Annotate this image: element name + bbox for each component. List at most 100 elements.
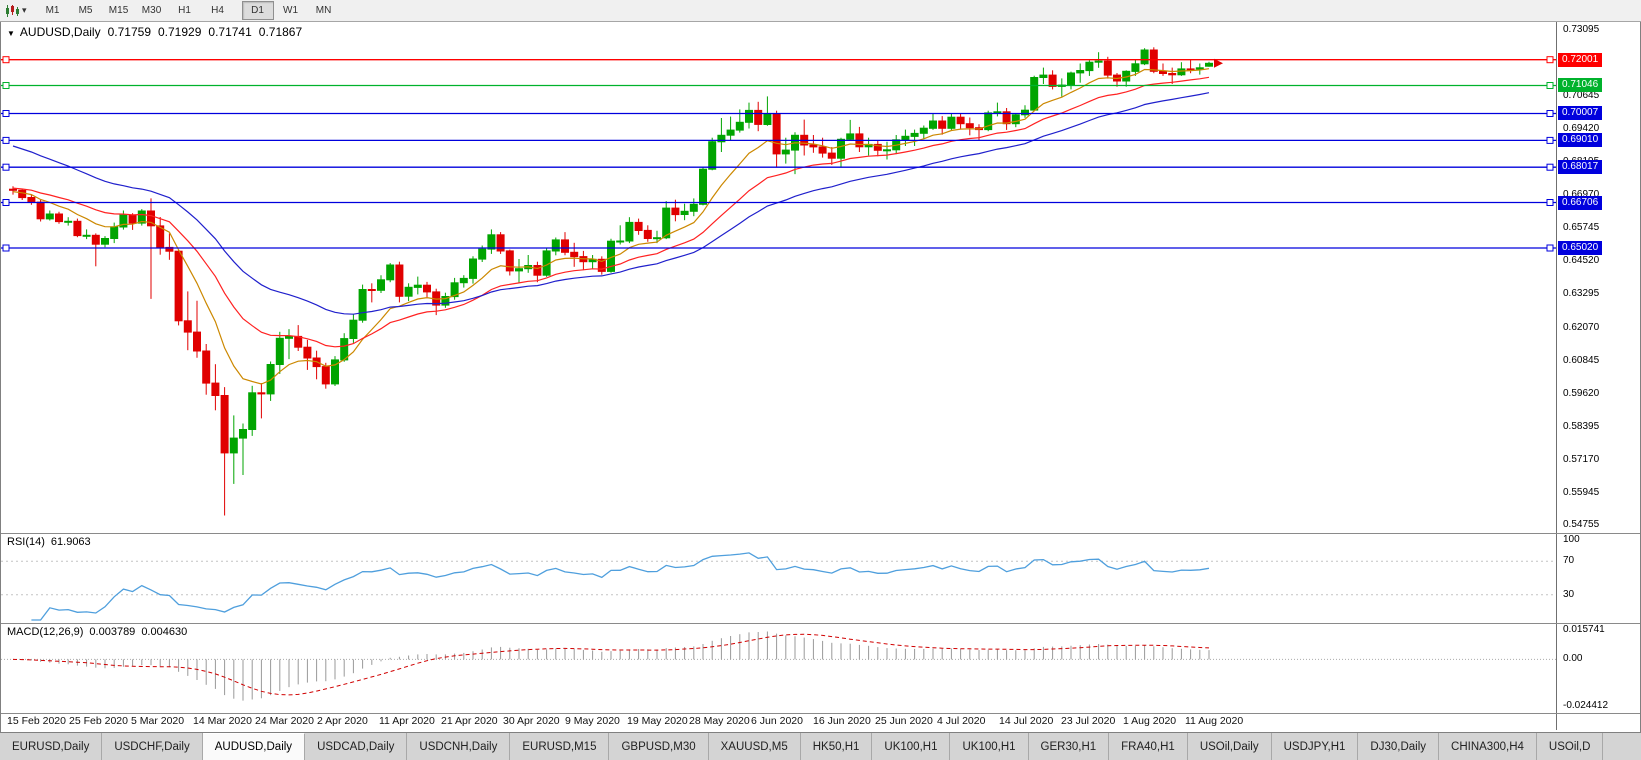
date-label: 30 Apr 2020 [503, 715, 560, 727]
rsi-label: RSI(14) 61.9063 [7, 536, 91, 548]
price-line-badge[interactable]: 0.68017 [1558, 160, 1603, 175]
timeframe-button-w1[interactable]: W1 [283, 5, 299, 16]
date-label: 14 Jul 2020 [999, 715, 1054, 727]
chart-symbol: AUDUSD,Daily [19, 25, 101, 39]
chart-tab-eurusd-m15[interactable]: EURUSD,M15 [510, 733, 610, 760]
price-line-badge[interactable]: 0.69010 [1558, 133, 1603, 148]
rsi-name: RSI(14) [7, 536, 45, 548]
chart-tab-dj30-daily[interactable]: DJ30,Daily [1358, 733, 1440, 760]
ohlc-open: 0.71759 [107, 25, 151, 39]
dropdown-icon[interactable]: ▾ [22, 5, 27, 15]
price-line-badge[interactable]: 0.70007 [1558, 106, 1603, 121]
macd-scale[interactable]: 0.015741 0.00 -0.024412 [1556, 624, 1640, 713]
rsi-tick: 100 [1563, 534, 1580, 545]
price-tick: 0.55945 [1563, 486, 1600, 498]
timeframe-button-m30[interactable]: M30 [141, 5, 162, 16]
ohlc-high: 0.71929 [158, 25, 202, 39]
date-label: 16 Jun 2020 [813, 715, 871, 727]
chart-tab-china300-h4[interactable]: CHINA300,H4 [1439, 733, 1537, 760]
price-tick: 0.60845 [1563, 354, 1600, 366]
chart-tab-xauusd-m5[interactable]: XAUUSD,M5 [708, 733, 801, 760]
date-label: 11 Aug 2020 [1185, 715, 1244, 727]
rsi-plot[interactable]: RSI(14) 61.9063 [1, 534, 1556, 623]
chart-tab-uk100-h1[interactable]: UK100,H1 [872, 733, 951, 760]
axis-corner [1556, 714, 1640, 730]
price-scale[interactable]: 0.730950.718700.706450.694200.681950.669… [1556, 22, 1640, 533]
date-label: 25 Feb 2020 [69, 715, 128, 727]
timeframe-button-m15[interactable]: M15 [108, 5, 129, 16]
chart-tab-eurusd-daily[interactable]: EURUSD,Daily [0, 733, 103, 760]
timeframe-button-m5[interactable]: M5 [78, 5, 93, 16]
macd-histogram-chart[interactable] [1, 624, 1556, 713]
ohlc-low: 0.71741 [208, 25, 252, 39]
timeframe-button-h1[interactable]: H1 [178, 5, 191, 16]
chart-tab-usoil-d[interactable]: USOil,D [1536, 733, 1604, 760]
chart-tab-audusd-daily[interactable]: AUDUSD,Daily [202, 733, 306, 760]
rsi-line-chart[interactable] [1, 534, 1556, 623]
macd-plot[interactable]: MACD(12,26,9) 0.003789 0.004630 [1, 624, 1556, 713]
chart-tab-usdcnh-daily[interactable]: USDCNH,Daily [407, 733, 511, 760]
date-label: 21 Apr 2020 [441, 715, 498, 727]
price-line-badge[interactable]: 0.72001 [1558, 52, 1603, 67]
price-tick: 0.62070 [1563, 321, 1600, 333]
date-label: 9 May 2020 [565, 715, 620, 727]
date-label: 15 Feb 2020 [7, 715, 66, 727]
price-tick: 0.69420 [1563, 123, 1600, 135]
chart-tab-ger30-h1[interactable]: GER30,H1 [1028, 733, 1110, 760]
date-label: 6 Jun 2020 [751, 715, 803, 727]
date-axis: 15 Feb 2020 25 Feb 2020 5 Mar 2020 14 Mar 2… [1, 713, 1640, 730]
date-label: 25 Jun 2020 [875, 715, 933, 727]
chart-tab-fra40-h1[interactable]: FRA40,H1 [1109, 733, 1188, 760]
price-line-badge[interactable]: 0.66706 [1558, 195, 1603, 210]
macd-tick: 0.015741 [1563, 624, 1605, 635]
chart-tab-hk50-h1[interactable]: HK50,H1 [800, 733, 873, 760]
price-line-badge[interactable]: 0.65020 [1558, 240, 1603, 255]
date-label: 23 Jul 2020 [1061, 715, 1116, 727]
main-plot[interactable]: ▼ AUDUSD,Daily 0.71759 0.71929 0.71741 0.7186… [1, 22, 1556, 533]
macd-main-value: 0.003789 [89, 626, 136, 638]
rsi-scale[interactable]: 100 70 30 [1556, 534, 1640, 623]
date-label: 1 Aug 2020 [1123, 715, 1177, 727]
macd-label: MACD(12,26,9) 0.003789 0.004630 [7, 626, 187, 638]
rsi-value: 61.9063 [50, 536, 91, 548]
price-tick: 0.63295 [1563, 288, 1600, 300]
date-label: 2 Apr 2020 [317, 715, 368, 727]
rsi-panel: RSI(14) 61.9063 100 70 30 [1, 533, 1640, 623]
price-tick: 0.70645 [1563, 90, 1600, 102]
chart-tab-gbpusd-m30[interactable]: GBPUSD,M30 [609, 733, 709, 760]
price-tick: 0.73095 [1563, 24, 1600, 36]
candlestick-chart[interactable] [1, 22, 1556, 533]
timeframe-button-mn[interactable]: MN [315, 5, 332, 16]
timeframe-buttons: M1 M5 M15 M30 H1 H4 D1 W1 MN [37, 1, 340, 20]
chart-tab-usdchf-daily[interactable]: USDCHF,Daily [102, 733, 203, 760]
macd-tick: 0.00 [1563, 653, 1583, 665]
price-tick: 0.54755 [1563, 518, 1600, 530]
chart-tabs: EURUSD,Daily USDCHF,Daily AUDUSD,Daily USDC… [0, 732, 1641, 760]
main-chart-panel: ▼ AUDUSD,Daily 0.71759 0.71929 0.71741 0.7186… [1, 22, 1640, 533]
timeframe-button-h4[interactable]: H4 [211, 5, 224, 16]
date-label: 5 Mar 2020 [131, 715, 185, 727]
date-labels[interactable]: 15 Feb 2020 25 Feb 2020 5 Mar 2020 14 Mar 2… [1, 714, 1556, 730]
macd-signal-value: 0.004630 [141, 626, 188, 638]
chart-tab-usoil-daily[interactable]: USOil,Daily [1187, 733, 1272, 760]
timeframe-button-d1[interactable]: D1 [241, 1, 274, 20]
chart-tab-uk100-h1[interactable]: UK100,H1 [950, 733, 1029, 760]
price-tick: 0.64520 [1563, 255, 1600, 267]
rsi-tick: 30 [1563, 588, 1575, 600]
chart-title: ▼ AUDUSD,Daily 0.71759 0.71929 0.71741 0.7186… [7, 25, 302, 39]
date-label: 11 Apr 2020 [379, 715, 435, 727]
price-tick: 0.58395 [1563, 420, 1600, 432]
chart-tab-usdjpy-h1[interactable]: USDJPY,H1 [1271, 733, 1359, 760]
chart-tab-usdcad-daily[interactable]: USDCAD,Daily [305, 733, 408, 760]
macd-name: MACD(12,26,9) [7, 626, 84, 638]
ohlc-close: 0.71867 [258, 25, 303, 39]
chart-window: ▼ AUDUSD,Daily 0.71759 0.71929 0.71741 0.7186… [0, 22, 1641, 732]
chart-type-icon[interactable] [2, 2, 22, 20]
timeframe-button-m1[interactable]: M1 [45, 5, 60, 16]
price-tick: 0.59620 [1563, 387, 1600, 399]
macd-panel: MACD(12,26,9) 0.003789 0.004630 0.015741 0.… [1, 623, 1640, 713]
price-line-badge[interactable]: 0.71046 [1558, 78, 1603, 93]
date-label: 4 Jul 2020 [937, 715, 986, 727]
collapse-icon[interactable]: ▼ [7, 29, 15, 38]
